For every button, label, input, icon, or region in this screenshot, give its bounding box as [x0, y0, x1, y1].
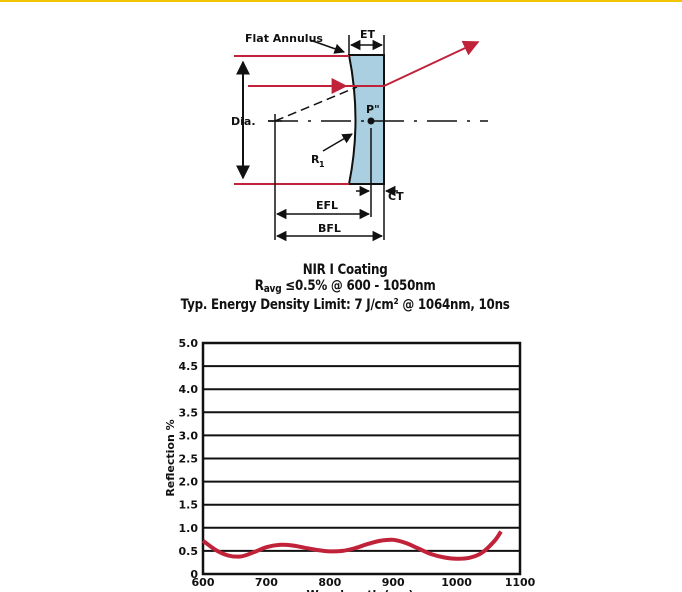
coating-title: NIR I Coating	[302, 262, 388, 278]
r1-label: R	[311, 153, 320, 166]
r1-subscript: 1	[319, 160, 325, 169]
x-tick-label: 800	[318, 576, 341, 589]
y-tick-label: 1.0	[179, 522, 199, 535]
et-label: ET	[360, 28, 376, 41]
y-tick-label: 0.5	[179, 545, 199, 558]
coating-title-block: NIR I Coating Ravg ≤0.5% @ 600 - 1050nm …	[0, 262, 682, 313]
flat-annulus-leader	[309, 39, 345, 54]
x-tick-label: 1000	[441, 576, 472, 589]
y-tick-label: 4.5	[179, 360, 199, 373]
outgoing-ray	[383, 40, 480, 87]
lens-body	[347, 54, 385, 185]
y-tick-labels: 0 0.5 1.0 1.5 2.0 2.5 3.0 3.5 4.0 4.5 5.0	[179, 337, 199, 581]
p2-label: P"	[366, 103, 380, 116]
bfl-label: BFL	[318, 222, 341, 235]
chart-grid	[203, 342, 520, 575]
principal-point	[367, 117, 375, 125]
x-tick-label: 1100	[505, 576, 536, 589]
y-tick-label: 2.0	[179, 476, 199, 489]
energy-density-limit: Typ. Energy Density Limit: 7 J/cm² @ 106…	[180, 297, 510, 313]
x-tick-label: 600	[192, 576, 215, 589]
plot-frame	[201, 341, 522, 576]
reflection-series-line	[201, 530, 503, 561]
x-tick-label: 900	[382, 576, 405, 589]
efl-label: EFL	[316, 199, 338, 212]
top-accent-bar	[0, 0, 682, 2]
y-tick-label: 3.0	[179, 429, 199, 442]
y-tick-label: 2.5	[179, 453, 199, 466]
virtual-ray	[274, 86, 358, 122]
y-tick-label: 5.0	[179, 337, 199, 350]
x-axis-label: Wavelength (nm)	[307, 588, 414, 592]
ct-label: CT	[388, 190, 404, 203]
coating-spec: Ravg ≤0.5% @ 600 - 1050nm	[254, 278, 436, 295]
y-tick-label: 3.5	[179, 406, 199, 419]
flat-annulus-label: Flat Annulus	[245, 32, 323, 45]
y-tick-label: 0	[190, 568, 198, 581]
x-tick-label: 700	[255, 576, 278, 589]
x-tick-labels: 600 700 800 900 1000 1100	[192, 576, 536, 589]
y-tick-label: 4.0	[179, 383, 199, 396]
reflection-chart: 0 0.5 1.0 1.5 2.0 2.5 3.0 3.5 4.0 4.5 5.0 600 700 80…	[164, 337, 536, 592]
r1-leader	[322, 133, 353, 152]
dia-label: Dia.	[231, 115, 256, 128]
lens-schematic: Dia. ET Flat Annulus P" R 1 CT EFL BFL	[231, 28, 488, 242]
y-axis-label: Reflection %	[164, 419, 177, 496]
y-tick-label: 1.5	[179, 499, 199, 512]
